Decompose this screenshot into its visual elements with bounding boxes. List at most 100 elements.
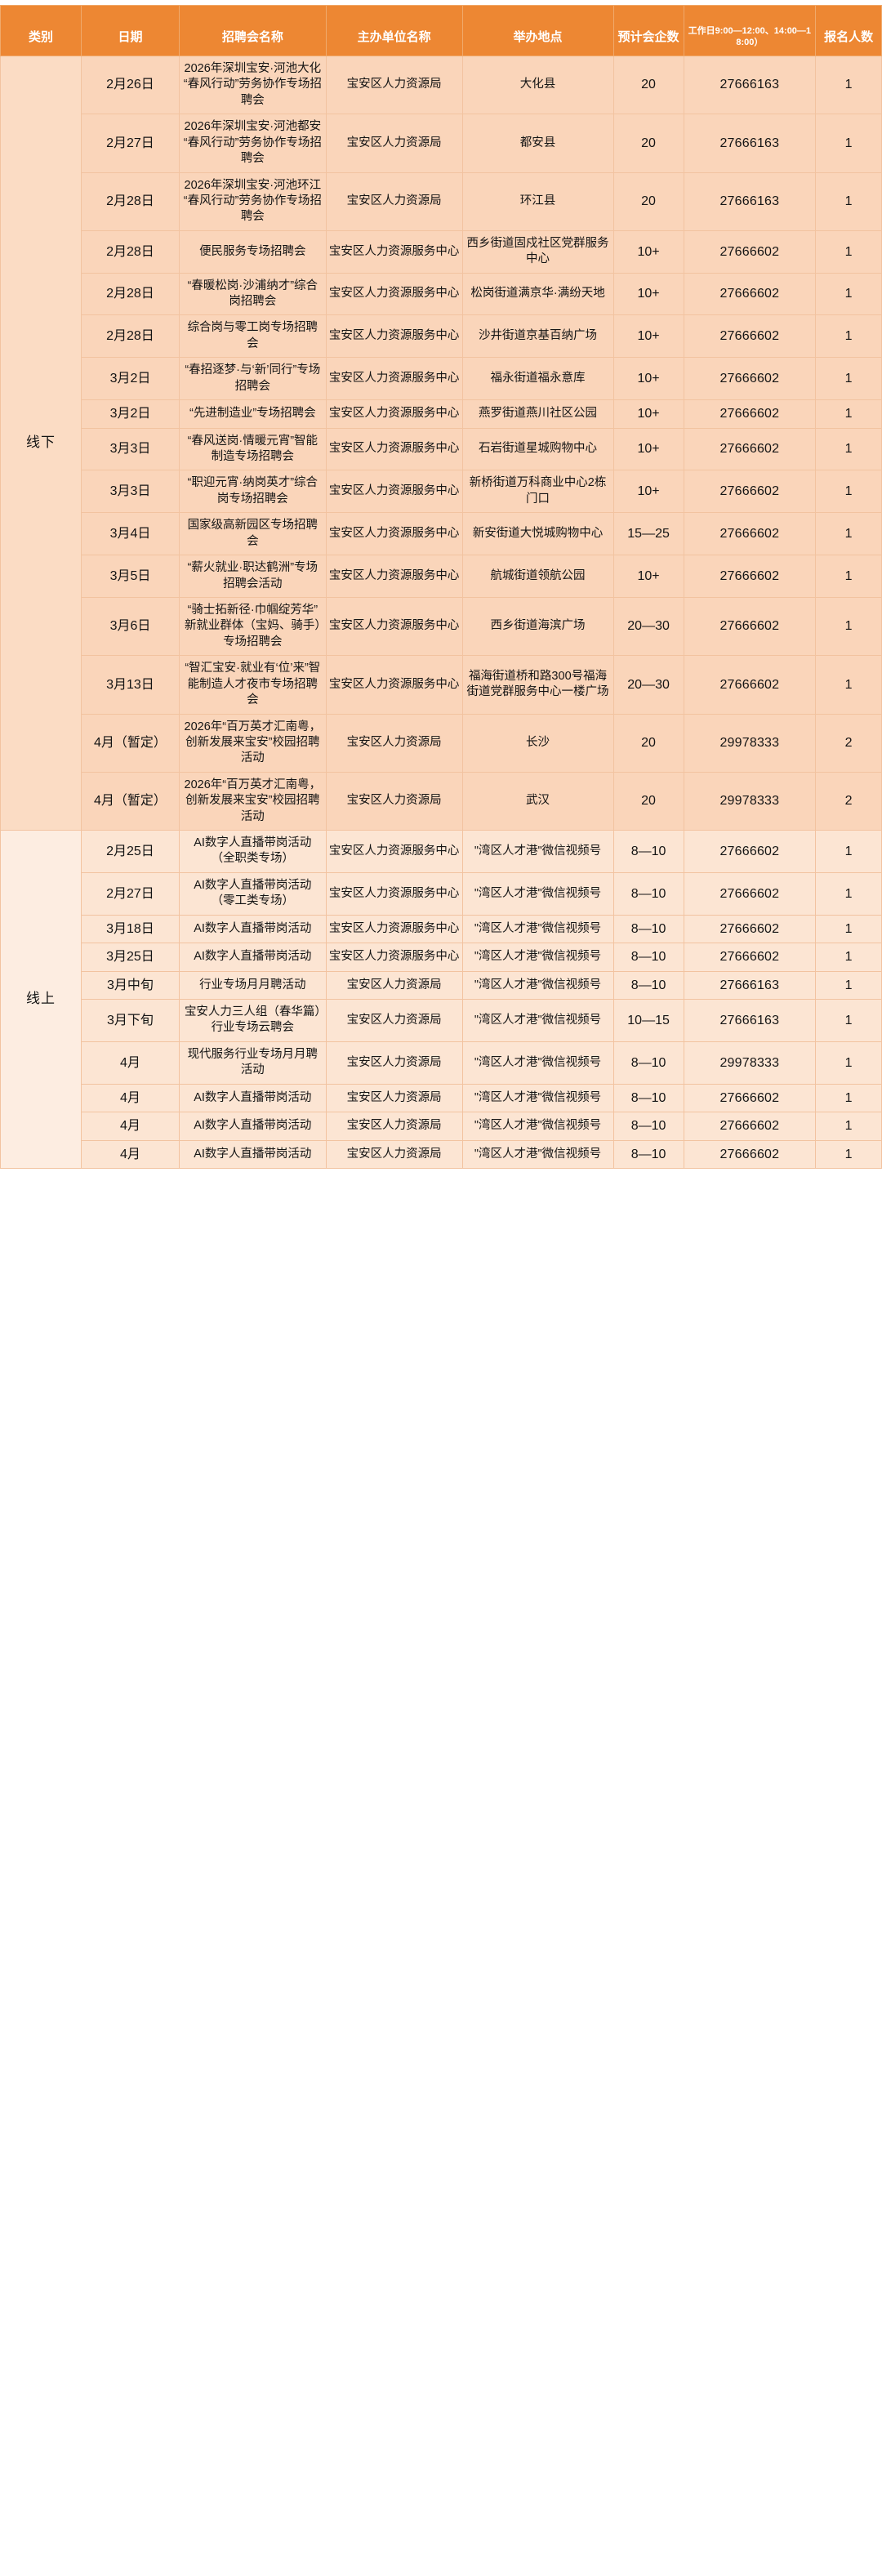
cell-org: 宝安区人力资源服务中心 xyxy=(325,512,463,556)
cell-name: “职迎元宵·纳岗英才”综合岗专场招聘会 xyxy=(178,470,327,514)
cell-count: 20 xyxy=(612,172,684,231)
cell-phone: 27666163 xyxy=(683,114,817,173)
cell-signup: 1 xyxy=(815,470,882,514)
cell-date: 3月中旬 xyxy=(81,970,180,1001)
cell-place: 都安县 xyxy=(461,114,614,173)
cell-place: "湾区人才港"微信视频号 xyxy=(461,970,614,1001)
cell-phone: 27666602 xyxy=(683,871,817,916)
cell-signup: 1 xyxy=(815,399,882,429)
cell-signup: 1 xyxy=(815,1139,882,1170)
table-row: 3月18日 AI数字人直播带岗活动 宝安区人力资源服务中心 "湾区人才港"微信视频号 8… xyxy=(1,914,882,944)
cell-org: 宝安区人力资源局 xyxy=(325,114,463,173)
cell-place: 石岩街道星城购物中心 xyxy=(461,427,614,471)
cell-name: AI数字人直播带岗活动 xyxy=(178,1139,327,1170)
cell-signup: 1 xyxy=(815,272,882,316)
cell-signup: 1 xyxy=(815,55,882,115)
cell-phone: 27666163 xyxy=(683,172,817,231)
cell-count: 8—10 xyxy=(612,914,684,944)
cell-place: 福海街道桥和路300号福海街道党群服务中心一楼广场 xyxy=(461,655,614,715)
table-row: 4月 现代服务行业专场月月聘活动 宝安区人力资源局 "湾区人才港"微信视频号 8—10 2… xyxy=(1,1041,882,1085)
cell-phone: 27666602 xyxy=(683,596,817,657)
table-row: 4月 AI数字人直播带岗活动 宝安区人力资源局 "湾区人才港"微信视频号 8—10 276… xyxy=(1,1139,882,1170)
cell-name: 2026年“百万英才汇南粤，创新发展来宝安”校园招聘活动 xyxy=(178,771,327,831)
cell-count: 8—10 xyxy=(612,970,684,1001)
table-row: 4月（暂定） 2026年“百万英才汇南粤，创新发展来宝安”校园招聘活动 宝安区人力资… xyxy=(1,771,882,831)
cell-phone: 27666602 xyxy=(683,399,817,429)
cell-name: 综合岗与零工岗专场招聘会 xyxy=(178,314,327,359)
cell-name: 2026年深圳宝安·河池环江“春风行动”劳务协作专场招聘会 xyxy=(178,172,327,231)
cell-name: 现代服务行业专场月月聘活动 xyxy=(178,1041,327,1085)
cell-signup: 1 xyxy=(815,1112,882,1141)
cell-org: 宝安区人力资源服务中心 xyxy=(325,596,463,657)
cell-phone: 27666602 xyxy=(683,272,817,316)
cell-date: 4月（暂定） xyxy=(81,713,180,773)
table-row: 3月2日 “春招逐梦·与‘新’同行”专场招聘会 宝安区人力资源服务中心 福永街道福永意… xyxy=(1,357,882,401)
cell-date: 3月6日 xyxy=(81,596,180,657)
cell-phone: 27666602 xyxy=(683,555,817,598)
cell-count: 20 xyxy=(612,114,684,173)
column-header-place: 举办地点 xyxy=(461,5,614,56)
table-row: 3月6日 “骑士拓新径·巾帼绽芳华”新就业群体（宝妈、骑手）专场招聘会 宝安区人力资… xyxy=(1,596,882,657)
cell-count: 10+ xyxy=(612,555,684,598)
cell-date: 2月28日 xyxy=(81,314,180,359)
cell-org: 宝安区人力资源服务中心 xyxy=(325,399,463,429)
cell-date: 3月5日 xyxy=(81,555,180,598)
cell-org: 宝安区人力资源局 xyxy=(325,1139,463,1170)
cell-phone: 27666602 xyxy=(683,1083,817,1113)
cell-org: 宝安区人力资源服务中心 xyxy=(325,314,463,359)
cell-org: 宝安区人力资源服务中心 xyxy=(325,427,463,471)
table-row: 2月28日 综合岗与零工岗专场招聘会 宝安区人力资源服务中心 沙井街道京基百纳广场 10… xyxy=(1,314,882,359)
table-row: 3月13日 “智汇宝安·就业有‘位’来”智能制造人才夜市专场招聘会 宝安区人力资源服… xyxy=(1,655,882,715)
cell-signup: 1 xyxy=(815,596,882,657)
table-row: 3月2日 “先进制造业”专场招聘会 宝安区人力资源服务中心 燕罗街道燕川社区公园 10+… xyxy=(1,399,882,429)
cell-date: 3月4日 xyxy=(81,512,180,556)
cell-phone: 27666602 xyxy=(683,943,817,972)
cell-name: 行业专场月月聘活动 xyxy=(178,970,327,1001)
cell-org: 宝安区人力资源服务中心 xyxy=(325,230,463,274)
cell-phone: 27666163 xyxy=(683,970,817,1001)
cell-count: 20 xyxy=(612,771,684,831)
cell-name: AI数字人直播带岗活动 xyxy=(178,943,327,972)
cell-count: 15—25 xyxy=(612,512,684,556)
cell-name: AI数字人直播带岗活动 xyxy=(178,1112,327,1141)
cell-signup: 1 xyxy=(815,970,882,1001)
cell-count: 8—10 xyxy=(612,1112,684,1141)
cell-org: 宝安区人力资源服务中心 xyxy=(325,555,463,598)
cell-phone: 27666602 xyxy=(683,512,817,556)
cell-name: “春暖松岗·沙浦纳才”综合岗招聘会 xyxy=(178,272,327,316)
cell-count: 10—15 xyxy=(612,999,684,1042)
cell-date: 2月25日 xyxy=(81,830,180,873)
column-header-org: 主办单位名称 xyxy=(325,5,463,56)
cell-org: 宝安区人力资源局 xyxy=(325,713,463,773)
cell-place: 西乡街道固戍社区党群服务中心 xyxy=(461,230,614,274)
cell-date: 2月28日 xyxy=(81,230,180,274)
cell-count: 10+ xyxy=(612,399,684,429)
table-row: 3月5日 “薪火就业·职达鹤洲”专场招聘会活动 宝安区人力资源服务中心 航城街道领航公… xyxy=(1,555,882,598)
cell-date: 3月2日 xyxy=(81,399,180,429)
cell-org: 宝安区人力资源局 xyxy=(325,970,463,1001)
cell-phone: 27666602 xyxy=(683,357,817,401)
cell-org: 宝安区人力资源服务中心 xyxy=(325,830,463,873)
cell-name: 便民服务专场招聘会 xyxy=(178,230,327,274)
table-row: 4月 AI数字人直播带岗活动 宝安区人力资源局 "湾区人才港"微信视频号 8—10 276… xyxy=(1,1083,882,1113)
cell-count: 8—10 xyxy=(612,871,684,916)
cell-count: 20 xyxy=(612,713,684,773)
cell-place: 燕罗街道燕川社区公园 xyxy=(461,399,614,429)
top-spacer xyxy=(0,0,882,5)
cell-phone: 27666163 xyxy=(683,55,817,115)
cell-name: “智汇宝安·就业有‘位’来”智能制造人才夜市专场招聘会 xyxy=(178,655,327,715)
cell-count: 10+ xyxy=(612,357,684,401)
cell-name: 宝安人力三人组（春华篇）行业专场云聘会 xyxy=(178,999,327,1042)
cell-name: “骑士拓新径·巾帼绽芳华”新就业群体（宝妈、骑手）专场招聘会 xyxy=(178,596,327,657)
cell-signup: 1 xyxy=(815,1083,882,1113)
cell-count: 10+ xyxy=(612,427,684,471)
cell-name: 2026年“百万英才汇南粤，创新发展来宝安”校园招聘活动 xyxy=(178,713,327,773)
table-row: 3月下旬 宝安人力三人组（春华篇）行业专场云聘会 宝安区人力资源局 "湾区人才港"微信… xyxy=(1,999,882,1042)
table-row: 3月3日 “职迎元宵·纳岗英才”综合岗专场招聘会 宝安区人力资源服务中心 新桥街道万科… xyxy=(1,470,882,514)
cell-signup: 1 xyxy=(815,1041,882,1085)
cell-date: 2月27日 xyxy=(81,114,180,173)
table-body: 线下 2月26日 2026年深圳宝安·河池大化“春风行动”劳务协作专场招聘会 宝安区人… xyxy=(0,55,882,1170)
cell-signup: 1 xyxy=(815,357,882,401)
table-row: 4月 AI数字人直播带岗活动 宝安区人力资源局 "湾区人才港"微信视频号 8—10 276… xyxy=(1,1112,882,1141)
cell-name: “春风送岗·情暖元宵”智能制造专场招聘会 xyxy=(178,427,327,471)
